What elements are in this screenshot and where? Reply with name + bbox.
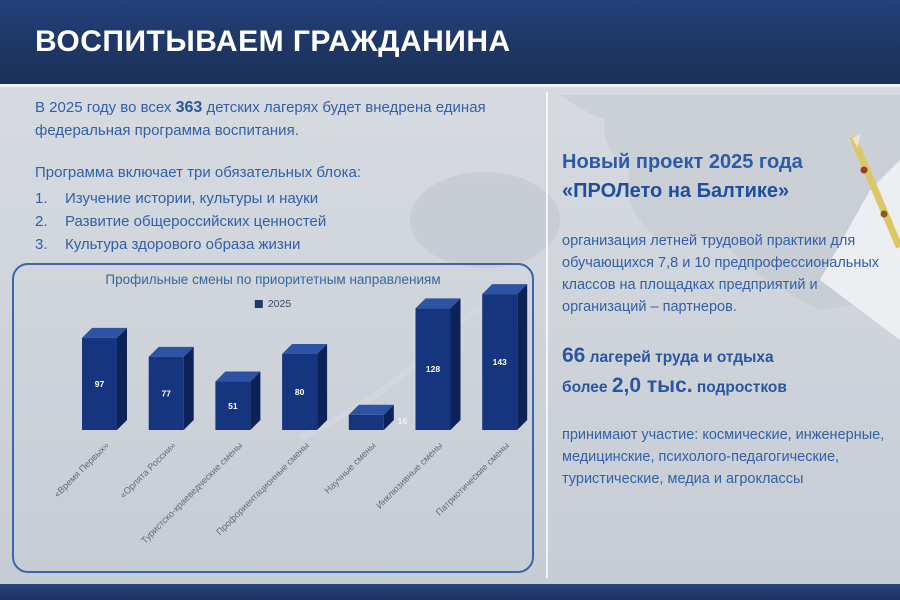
bottom-bar bbox=[0, 584, 900, 600]
bar-side-face bbox=[450, 298, 461, 430]
bar bbox=[415, 308, 451, 430]
chart-canvas: 97«Время Первых»77«Орлята России»51Турис… bbox=[52, 284, 528, 546]
bar bbox=[82, 337, 117, 430]
slide-header: ВОСПИТЫВАЕМ ГРАЖДАНИНА bbox=[0, 0, 900, 87]
project-description: организация летней трудовой практики для… bbox=[562, 233, 880, 315]
bar bbox=[282, 354, 318, 430]
list-item-label: Культура здорового образа жизни bbox=[65, 236, 301, 253]
category-label: Научные смены bbox=[323, 440, 378, 495]
bar-side-face bbox=[250, 371, 261, 430]
stat-teens-pre: более bbox=[562, 379, 612, 396]
list-item-label: Развитие общероссийских ценностей bbox=[65, 213, 327, 230]
category-label: «Время Первых» bbox=[52, 440, 111, 499]
category-label: «Орлята России» bbox=[118, 440, 178, 500]
bar-top-face bbox=[215, 371, 261, 382]
bar-side-face bbox=[317, 344, 328, 430]
bar-side-face bbox=[383, 404, 394, 430]
list-item: 1. Изучение истории, культуры и науки bbox=[35, 187, 525, 210]
intro-text-pre: В 2025 году во всех bbox=[35, 99, 176, 116]
stat-teens-post: подростков bbox=[692, 379, 787, 396]
participants-text: принимают участие: космические, инженерн… bbox=[562, 427, 885, 487]
category-label: Патриотические смены bbox=[434, 440, 511, 517]
intro-paragraph: В 2025 году во всех 363 детских лагерях … bbox=[35, 96, 505, 142]
bar-value-label: 77 bbox=[161, 388, 171, 398]
bar-side-face bbox=[183, 346, 194, 430]
bar-value-label: 16 bbox=[398, 416, 408, 426]
project-heading-line2: «ПРОЛето на Балтике» bbox=[562, 180, 790, 202]
project-heading: Новый проект 2025 года «ПРОЛето на Балти… bbox=[562, 148, 884, 206]
bar-side-face bbox=[517, 284, 528, 430]
legend-label: 2025 bbox=[267, 298, 292, 310]
bar-top-face bbox=[415, 298, 461, 309]
bar-value-label: 143 bbox=[493, 357, 507, 367]
list-item-number: 1. bbox=[35, 190, 48, 207]
column-divider bbox=[546, 92, 548, 578]
project-heading-line1: Новый проект 2025 года bbox=[562, 151, 803, 173]
list-item-number: 2. bbox=[35, 213, 48, 230]
legend-swatch-icon bbox=[254, 300, 263, 308]
stat-camps: 66 лагерей труда и отдыха bbox=[562, 344, 774, 368]
list-item-number: 3. bbox=[35, 236, 48, 253]
bar-value-label: 80 bbox=[295, 387, 305, 397]
bar-value-label: 51 bbox=[228, 401, 238, 411]
bar bbox=[482, 294, 518, 430]
list-item: 3. Культура здорового образа жизни bbox=[35, 233, 525, 256]
bar-top-face bbox=[348, 404, 394, 415]
chart-title: Профильные смены по приоритетным направл… bbox=[105, 272, 441, 287]
list-item-label: Изучение истории, культуры и науки bbox=[65, 190, 319, 207]
intro-number-363: 363 bbox=[175, 99, 203, 116]
bar-top-face bbox=[148, 346, 194, 357]
bar bbox=[215, 381, 251, 430]
category-label: Инклюзивные смены bbox=[374, 440, 444, 510]
profile-shifts-chart: Профильные смены по приоритетным направл… bbox=[12, 263, 534, 573]
stat-teens: более 2,0 тыс. подростков bbox=[562, 374, 787, 398]
bar-value-label: 97 bbox=[95, 379, 105, 389]
bar-top-face bbox=[482, 284, 528, 295]
program-list: 1. Изучение истории, культуры и науки 2. Р… bbox=[35, 187, 525, 256]
stat-camps-number: 66 bbox=[562, 344, 586, 367]
right-column: Новый проект 2025 года «ПРОЛето на Балти… bbox=[562, 148, 884, 206]
stat-camps-text: лагерей труда и отдыха bbox=[585, 349, 774, 366]
bar-top-face bbox=[82, 327, 127, 338]
bar bbox=[348, 414, 384, 430]
bar bbox=[148, 356, 184, 430]
list-item: 2. Развитие общероссийских ценностей bbox=[35, 210, 525, 233]
bar-side-face bbox=[117, 327, 127, 430]
bar-top-face bbox=[282, 344, 328, 354]
program-heading: Программа включает три обязательных блок… bbox=[35, 164, 361, 181]
stat-teens-number: 2,0 тыс. bbox=[611, 374, 693, 397]
intro-text-post: детских лагерях будет внедрена единая фе… bbox=[35, 99, 486, 139]
chart-legend: 2025 bbox=[254, 298, 292, 310]
bar-value-label: 128 bbox=[426, 364, 440, 374]
slide-title: ВОСПИТЫВАЕМ ГРАЖДАНИНА bbox=[35, 25, 511, 58]
